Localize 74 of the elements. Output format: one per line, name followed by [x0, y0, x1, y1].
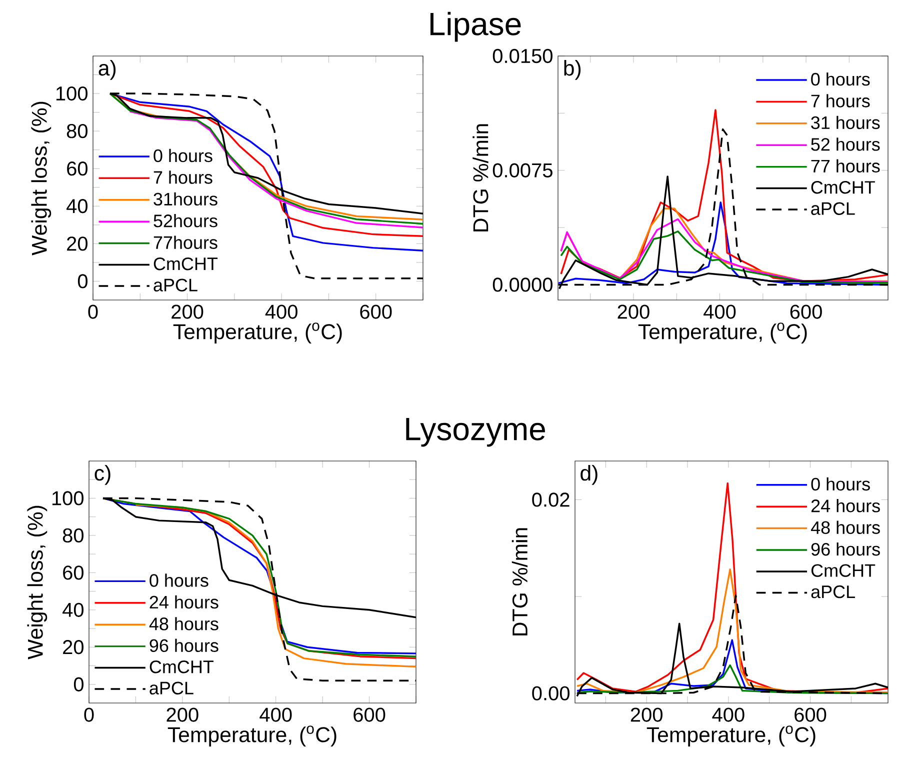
legend-label: 96 hours — [811, 542, 880, 556]
x-tick-label: 200 — [172, 304, 204, 319]
legend-label: CmCHT — [811, 564, 876, 577]
legend-label: 0 hours — [154, 148, 212, 162]
y-tick-label: 0 — [74, 677, 84, 692]
legend-label: 0 hours — [150, 574, 208, 587]
y-tick-label: 20 — [67, 236, 88, 251]
y-tick-label: 100 — [56, 86, 88, 101]
chart-title: Lipase — [430, 12, 521, 42]
y-tick-label: 40 — [66, 199, 88, 214]
x-tick-label: 200 — [166, 708, 198, 722]
annotation: b) — [564, 60, 581, 80]
legend-label: aPCL — [811, 585, 855, 598]
x-axis-title: Temperature, ($^{o}$C) — [638, 322, 807, 344]
y-tick-label: 0.0150 — [492, 48, 552, 64]
x-tick-label: 400 — [260, 708, 292, 722]
legend-label: CmCHT — [154, 257, 218, 270]
legend-label: 24 hours — [150, 595, 218, 609]
legend-label: 96 hours — [150, 638, 218, 652]
legend-label: aPCL — [150, 682, 194, 694]
y-axis-title: Weight loss, (%) — [27, 506, 48, 660]
annotation: c) — [94, 465, 110, 485]
legend-label: 0 hours — [811, 477, 870, 491]
legend-label: aPCL — [811, 202, 855, 215]
x-tick-label: 400 — [704, 304, 736, 319]
x-tick-label: 200 — [618, 304, 650, 319]
y-tick-label: 0.00 — [532, 686, 570, 700]
line-series — [560, 230, 888, 284]
x-tick-label: 600 — [354, 708, 386, 722]
legend-label: 77hours — [154, 236, 218, 249]
x-tick-label: 600 — [794, 708, 826, 722]
y-axis-title: DTG %/min — [472, 124, 488, 232]
y-tick-label: 20 — [63, 640, 84, 654]
x-axis-title: Temperature, ($^{o}$C) — [646, 726, 816, 747]
legend-label: CmCHT — [150, 660, 214, 674]
legend-label: 52hours — [154, 214, 218, 228]
x-tick-label: 200 — [630, 708, 662, 722]
x-tick-label: 400 — [712, 708, 744, 722]
y-tick-label: 80 — [66, 124, 88, 138]
x-tick-label: 400 — [265, 304, 298, 319]
x-tick-label: 600 — [790, 304, 822, 319]
annotation: d) — [580, 465, 598, 485]
legend-label: 48 hours — [810, 520, 880, 534]
legend-label: 31 hours — [811, 116, 880, 130]
x-axis-title: Temperature, ($^{o}$C) — [168, 726, 336, 747]
line-series — [576, 664, 888, 694]
legend-label: 48 hours — [149, 617, 218, 630]
line-series — [560, 218, 888, 283]
x-axis-title: Temperature, ($^{o}$C) — [173, 322, 342, 344]
legend-label: 24 hours — [811, 499, 880, 512]
x-tick-label: 0 — [88, 304, 98, 319]
y-tick-label: 60 — [63, 566, 84, 580]
legend-label: 31hours — [154, 192, 218, 206]
legend-label: 52 hours — [811, 138, 880, 151]
y-tick-label: 40 — [62, 602, 84, 617]
legend-label: 7 hours — [154, 170, 212, 184]
legend-label: CmCHT — [811, 181, 875, 194]
y-tick-label: 0.0000 — [492, 278, 552, 292]
y-tick-label: 0 — [78, 274, 88, 288]
y-tick-label: 100 — [52, 491, 84, 506]
y-axis-title: Weight loss, (%) — [31, 102, 52, 256]
legend-label: 7 hours — [811, 94, 870, 108]
x-tick-label: 600 — [360, 304, 392, 319]
y-tick-label: 0.0075 — [492, 163, 552, 178]
legend-label: aPCL — [154, 278, 198, 292]
chart-title: Lysozyme — [406, 418, 545, 447]
legend-label: 77 hours — [811, 159, 880, 173]
y-tick-label: 80 — [62, 528, 84, 543]
y-tick-label: 60 — [67, 162, 88, 176]
line-series — [128, 110, 423, 228]
legend-label: 0 hours — [811, 72, 870, 86]
y-tick-label: 0.02 — [532, 492, 570, 507]
annotation: a) — [98, 60, 116, 80]
y-axis-title: DTG %/min — [512, 528, 528, 636]
